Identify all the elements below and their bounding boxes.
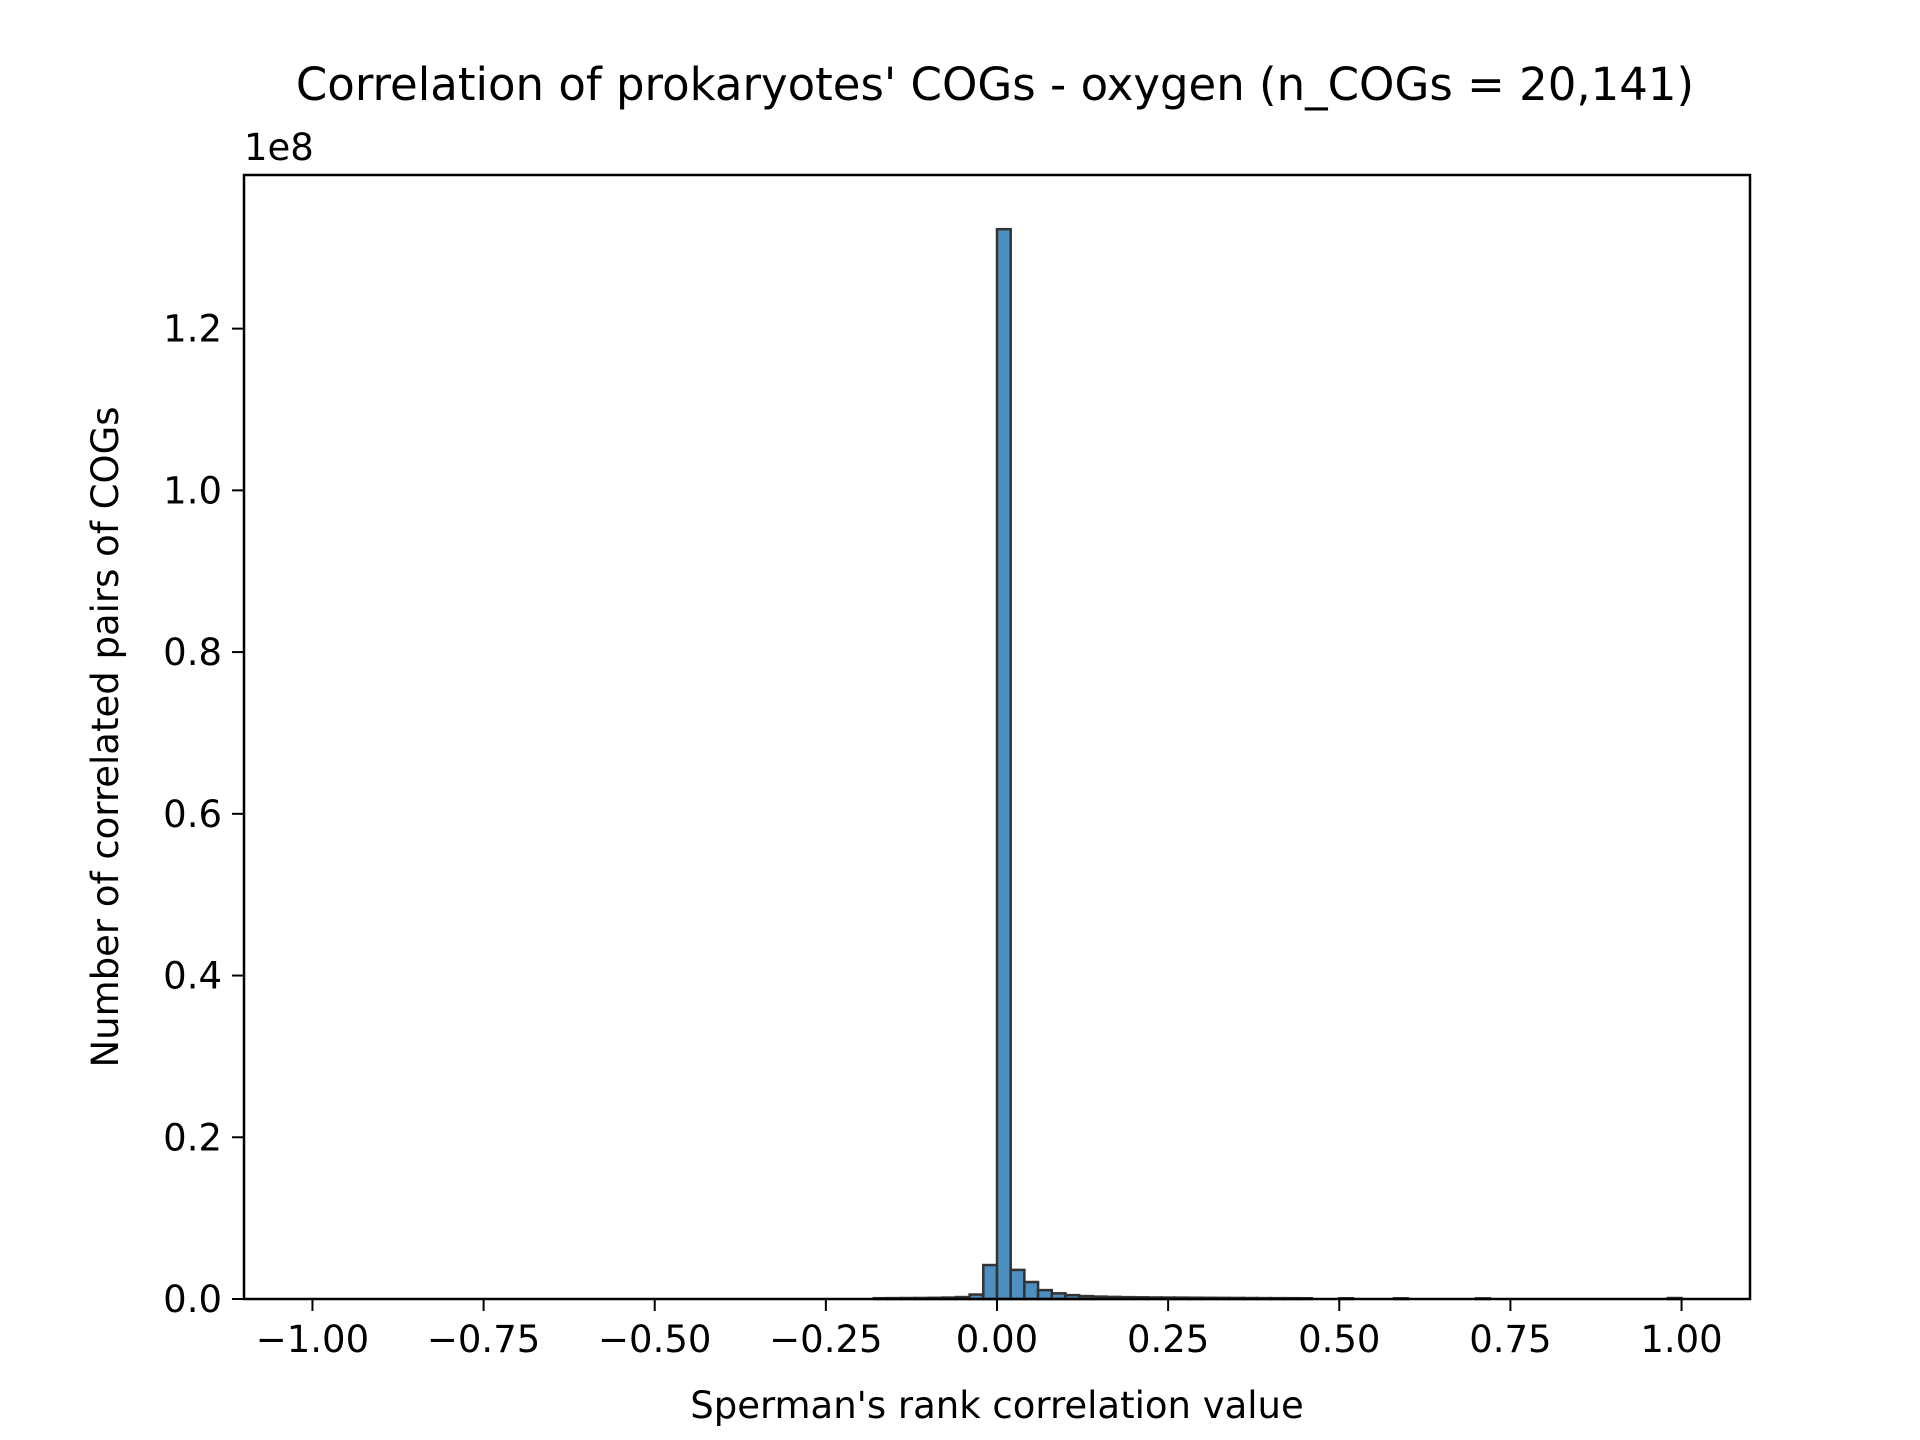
y-tick-label: 1.2 xyxy=(163,308,222,351)
x-tick-label: 0.25 xyxy=(1127,1318,1209,1361)
x-axis-label: Sperman's rank correlation value xyxy=(690,1384,1304,1427)
histogram-bar xyxy=(1036,1288,1054,1301)
x-axis-ticks: −1.00 −0.75 −0.50 −0.25 0.00 0.25 0.50 0.75 1.00 xyxy=(256,1299,1723,1361)
y-axis-offset-label: 1e8 xyxy=(244,126,314,169)
x-tick-label: −0.50 xyxy=(598,1318,711,1361)
x-tick-label: 0.75 xyxy=(1469,1318,1551,1361)
y-axis-ticks: 0.0 0.2 0.4 0.6 0.8 1.0 1.2 xyxy=(163,308,244,1321)
x-tick-label: −1.00 xyxy=(256,1318,369,1361)
x-tick-label: −0.75 xyxy=(427,1318,540,1361)
histogram-bar xyxy=(1009,1268,1026,1301)
histogram-bar xyxy=(995,227,1012,1301)
y-tick-label: 0.6 xyxy=(163,793,222,836)
histogram-bars xyxy=(872,227,1683,1301)
y-tick-label: 0.0 xyxy=(163,1278,222,1321)
chart-title: Correlation of prokaryotes' COGs - oxyge… xyxy=(296,58,1694,111)
y-tick-label: 0.4 xyxy=(163,955,222,998)
y-tick-label: 0.2 xyxy=(163,1116,222,1159)
x-tick-label: 0.50 xyxy=(1298,1318,1380,1361)
histogram-bar xyxy=(1023,1280,1040,1301)
y-tick-label: 0.8 xyxy=(163,631,222,674)
y-axis-label: Number of correlated pairs of COGs xyxy=(84,406,127,1067)
x-tick-label: −0.25 xyxy=(769,1318,882,1361)
histogram-bar xyxy=(982,1263,999,1301)
x-tick-label: 1.00 xyxy=(1640,1318,1722,1361)
y-tick-label: 1.0 xyxy=(163,469,222,512)
x-tick-label: 0.00 xyxy=(956,1318,1038,1361)
